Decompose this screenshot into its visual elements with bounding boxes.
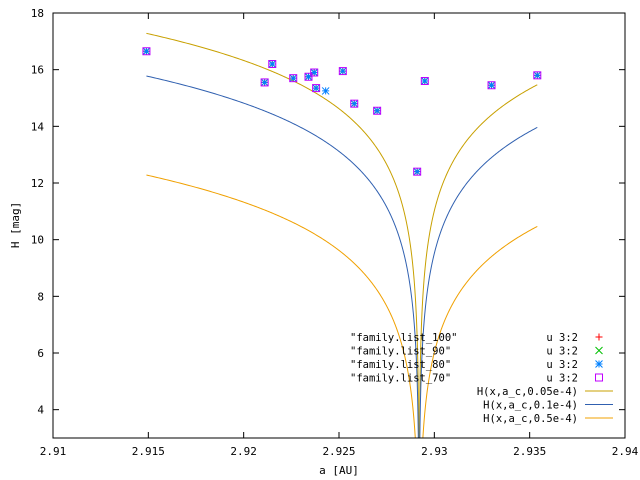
data-point-series-3 [413,167,422,176]
legend: "family.list_100" u 3:2"family.list_90" u … [350,332,613,425]
data-point-series-4 [420,77,429,85]
data-point-series-3 [338,67,347,75]
y-tick-label: 4 [37,404,44,417]
data-point-series-3 [321,87,330,95]
data-point-series-4 [304,72,313,81]
data-point-series-4 [260,78,269,87]
ticks-layer: 2.91 2.915 2.92 2.925 2.93 2.935 2.94 4 6 8 10 12 14… [31,7,639,458]
legend-series-using: u 3:2 [546,373,578,385]
data-point-series-3 [289,74,298,83]
legend-series-name: "family.list_70" [350,373,451,385]
x-tick-label: 2.91 [40,445,67,458]
x-tick-label: 2.93 [421,445,448,458]
y-tick-label: 16 [31,64,44,77]
x-tick-label: 2.925 [322,445,355,458]
y-tick-label: 8 [37,290,44,303]
data-point-series-4 [413,167,422,176]
legend-curve-name: H(x,a_c,0.5e-4) [483,413,578,425]
data-point-series-4 [142,47,151,56]
legend-series-using: u 3:2 [546,332,578,344]
data-point-series-4 [289,74,298,83]
legend-curve-name: H(x,a_c,0.05e-4) [477,386,578,398]
y-tick-label: 14 [31,120,45,133]
data-point-series-3 [142,47,151,56]
y-tick-label: 6 [37,347,44,360]
data-point-series-3 [533,71,542,80]
legend-series-using: u 3:2 [546,359,578,371]
legend-marker [595,333,603,341]
data-point-series-4 [338,67,347,76]
data-point-series-4 [350,99,359,108]
data-point-series-3 [310,68,319,77]
data-point-series-4 [310,68,319,77]
data-point-series-3 [420,77,429,85]
curve-1-left [146,32,420,438]
x-tick-label: 2.92 [230,445,257,458]
legend-marker [595,373,603,382]
data-point-series-3 [350,99,359,108]
data-point-series-3 [373,106,381,115]
x-tick-label: 2.935 [513,445,546,458]
y-axis-label: H [mag] [9,202,22,248]
curve-3-right [422,225,538,438]
legend-series-name: "family.list_100" [350,332,457,344]
data-point-series-4 [487,81,496,90]
legend-marker [595,360,603,368]
data-point-series-3 [487,81,496,90]
x-tick-label: 2.94 [612,445,639,458]
x-axis-label: a [AU] [319,464,359,477]
data-point-series-4 [312,84,321,93]
curve-1-right [418,84,538,438]
legend-series-using: u 3:2 [546,346,578,358]
legend-marker [595,346,603,355]
legend-series-name: "family.list_80" [350,359,451,371]
curve-3-left [146,174,416,438]
curve-2-left [146,75,419,438]
x-tick-label: 2.915 [132,445,165,458]
data-point-series-3 [268,60,277,68]
legend-curve-name: H(x,a_c,0.1e-4) [483,400,578,412]
curves-layer [146,32,538,438]
data-point-series-3 [312,84,320,92]
legend-series-name: "family.list_90" [350,346,451,358]
curve-2-right [419,126,538,438]
y-tick-label: 10 [31,234,44,247]
points-layer [142,47,542,176]
data-point-series-3 [304,72,313,81]
y-tick-label: 12 [31,177,44,190]
data-point-series-4 [373,106,382,115]
data-point-series-3 [260,78,269,87]
data-point-series-4 [268,60,277,68]
data-point-series-4 [533,71,542,80]
y-tick-label: 18 [31,7,44,20]
